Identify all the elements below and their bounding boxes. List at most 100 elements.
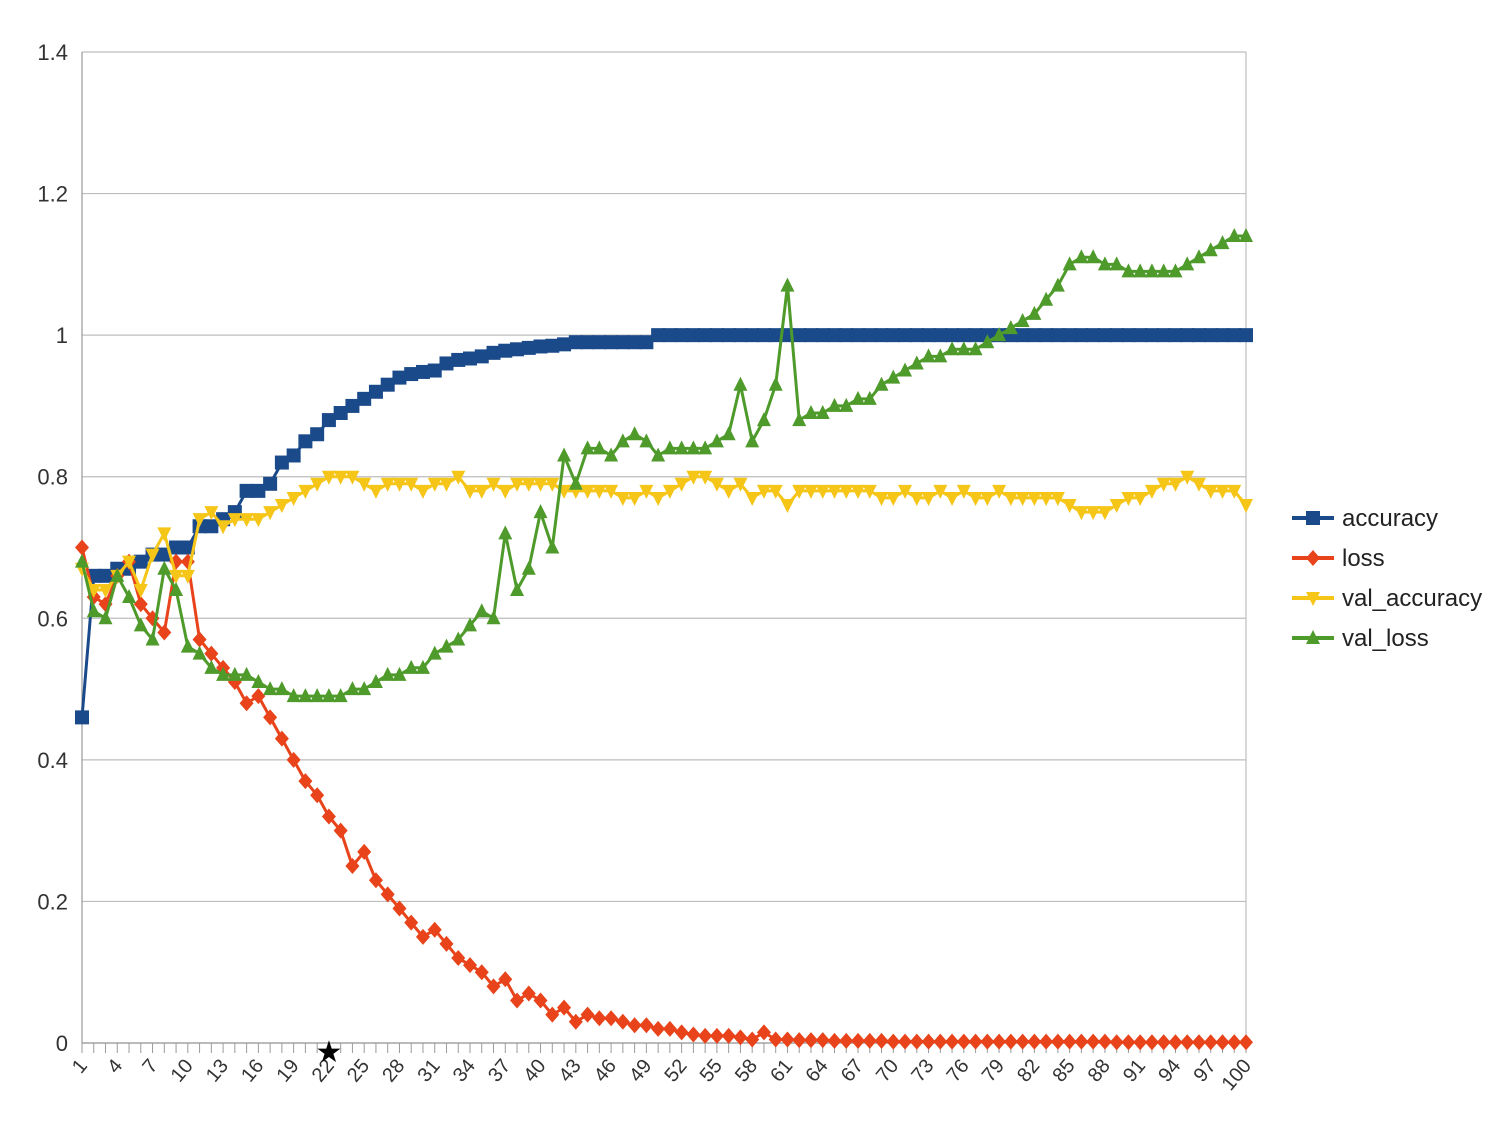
y-tick-label: 0.8	[37, 465, 68, 490]
data-point	[251, 513, 266, 528]
data-point	[921, 1033, 936, 1050]
data-point	[1109, 1034, 1124, 1051]
data-point	[698, 1027, 713, 1044]
x-tick-label: 1	[68, 1055, 92, 1078]
legend-marker	[1306, 630, 1320, 644]
data-point	[851, 1032, 865, 1049]
x-tick-label: 13	[202, 1055, 233, 1086]
data-point	[451, 631, 466, 646]
data-point	[1156, 328, 1171, 343]
data-point	[580, 1006, 595, 1023]
data-point	[815, 484, 830, 499]
data-point	[1062, 499, 1077, 514]
data-point	[568, 1013, 583, 1030]
data-point	[474, 603, 489, 618]
data-point	[745, 491, 760, 506]
data-point	[98, 610, 113, 625]
data-point	[686, 470, 701, 485]
data-point	[698, 328, 713, 343]
data-point	[1121, 328, 1136, 343]
data-point	[392, 370, 407, 385]
data-point	[627, 335, 642, 350]
data-point	[592, 1010, 607, 1027]
data-point	[1027, 491, 1042, 506]
data-point	[1109, 328, 1124, 343]
data-point	[933, 328, 948, 343]
data-point	[1168, 328, 1183, 343]
data-point	[1050, 1033, 1065, 1050]
data-point	[1203, 328, 1218, 343]
data-point	[874, 1032, 889, 1049]
data-point	[592, 440, 607, 455]
data-point	[909, 491, 924, 506]
data-point	[533, 477, 548, 492]
data-point	[263, 681, 278, 696]
x-tick-label: 64	[802, 1055, 833, 1086]
data-point	[486, 610, 501, 625]
legend-item: val_accuracy	[1292, 585, 1482, 612]
data-point	[745, 328, 760, 343]
data-point	[651, 328, 666, 343]
data-point	[580, 335, 595, 350]
data-point	[380, 477, 395, 492]
data-point	[1086, 249, 1101, 264]
data-point	[639, 433, 654, 448]
x-tick-label: 34	[449, 1055, 480, 1086]
data-point	[75, 539, 89, 556]
data-point	[1168, 477, 1183, 492]
data-point	[933, 348, 948, 363]
data-point	[1144, 263, 1159, 278]
x-tick-label: 28	[378, 1055, 409, 1086]
data-point	[803, 328, 818, 343]
data-point	[1027, 328, 1042, 343]
data-point	[439, 638, 454, 653]
legend-item: accuracy	[1292, 505, 1438, 532]
data-point	[1086, 328, 1101, 343]
data-point	[404, 477, 419, 492]
data-point	[451, 352, 466, 367]
data-point	[427, 921, 442, 938]
data-point	[721, 1027, 736, 1044]
series-accuracy	[75, 328, 1253, 725]
data-point	[133, 596, 148, 613]
data-point	[1097, 328, 1112, 343]
data-point	[1039, 291, 1054, 306]
legend-item: loss	[1292, 545, 1385, 572]
data-point	[1027, 1033, 1042, 1050]
data-point	[521, 477, 536, 492]
data-point	[839, 1032, 854, 1049]
y-tick-label: 0.2	[37, 889, 68, 914]
data-point	[1203, 1034, 1218, 1051]
data-point	[992, 327, 1007, 342]
data-point	[933, 484, 948, 499]
data-point	[1180, 1034, 1195, 1051]
data-point	[968, 1033, 983, 1050]
data-point	[733, 477, 748, 492]
data-point	[1121, 263, 1136, 278]
y-tick-label: 0.6	[37, 606, 68, 631]
data-point	[815, 1032, 830, 1049]
data-point	[274, 499, 289, 514]
data-point	[286, 688, 301, 703]
data-point	[310, 477, 325, 492]
data-point	[709, 433, 724, 448]
data-point	[709, 328, 724, 343]
data-point	[580, 440, 595, 455]
data-point	[521, 560, 536, 575]
data-point	[286, 751, 301, 768]
data-point	[874, 376, 889, 391]
data-point	[310, 688, 325, 703]
data-point	[1215, 484, 1230, 499]
data-point	[533, 992, 548, 1009]
data-point	[1086, 506, 1101, 521]
data-point	[1156, 1034, 1171, 1051]
data-point	[980, 334, 995, 349]
data-point	[1027, 305, 1042, 320]
data-point	[1239, 1034, 1253, 1051]
data-point	[874, 491, 889, 506]
data-point	[1097, 506, 1112, 521]
data-point	[627, 1017, 642, 1034]
data-point	[780, 277, 795, 292]
data-point	[662, 1020, 677, 1037]
data-point	[1062, 1033, 1077, 1050]
